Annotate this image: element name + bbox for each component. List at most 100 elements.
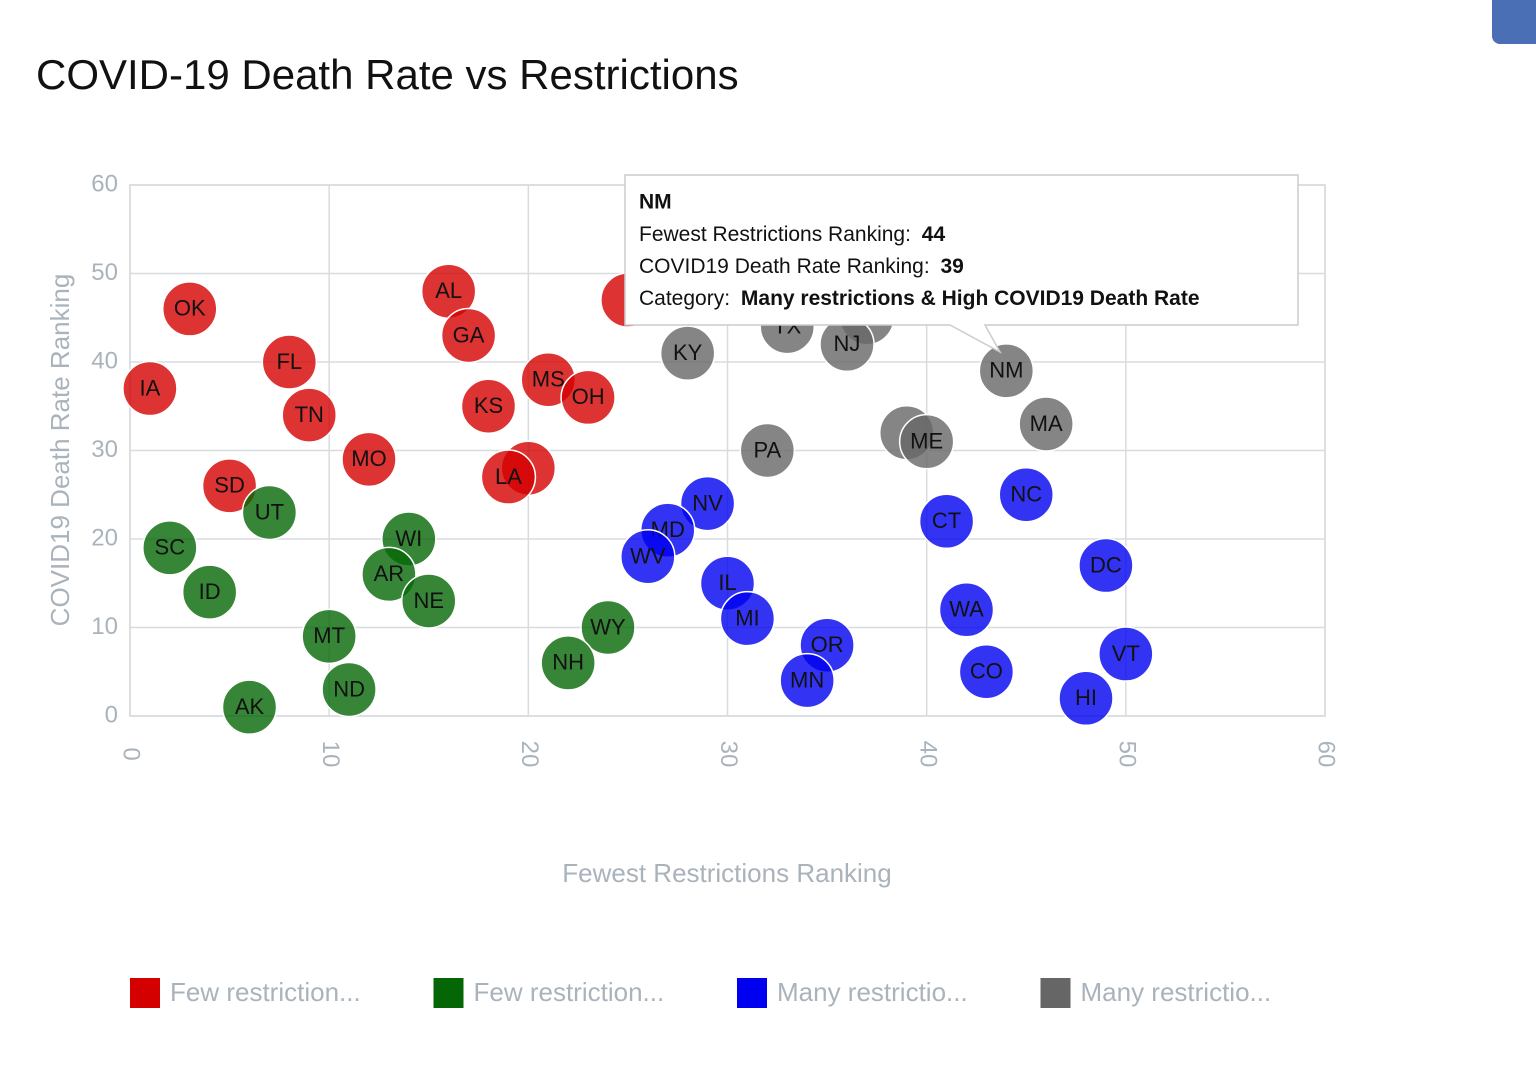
point-label: MS (532, 367, 565, 392)
point-label: MI (735, 605, 759, 630)
point-label: OR (811, 632, 844, 657)
point-label: AR (374, 561, 405, 586)
point (659, 325, 716, 381)
point-label: MO (351, 446, 386, 471)
point-label: CT (932, 508, 961, 533)
legend-swatch (433, 978, 464, 1008)
chart-title: COVID-19 Death Rate vs Restrictions (36, 51, 739, 98)
point (1078, 537, 1134, 594)
x-tick-label: 60 (1313, 741, 1340, 768)
point-label: IL (718, 570, 736, 595)
point (620, 528, 676, 585)
point-label: TN (295, 402, 324, 427)
point-label: DC (1090, 552, 1122, 577)
point-label: MA (1030, 411, 1063, 436)
point (241, 484, 298, 541)
point-label: NM (989, 358, 1023, 383)
legend-label: Few restriction... (474, 977, 665, 1007)
y-tick-label: 50 (91, 259, 118, 286)
legend: Few restriction... Few restriction... Many… (130, 977, 1271, 1008)
point (560, 369, 616, 426)
point (918, 493, 975, 550)
point (201, 458, 258, 514)
y-tick-label: 30 (91, 436, 118, 463)
point-label: WI (395, 526, 422, 551)
point-label: HI (1075, 685, 1097, 710)
tooltip-title: NM (639, 191, 672, 214)
point-label: KY (673, 340, 703, 365)
point (221, 679, 278, 735)
point (341, 431, 397, 488)
legend-swatch (737, 978, 767, 1008)
point-label: ND (333, 676, 365, 701)
point-label: MN (790, 667, 824, 692)
point (361, 546, 417, 603)
point-label: WY (590, 614, 626, 639)
point (719, 590, 776, 647)
point-label: AK (235, 694, 265, 719)
legend-label: Many restrictio... (1081, 977, 1272, 1007)
legend-label: Few restriction... (170, 977, 361, 1007)
x-axis-label: Fewest Restrictions Ranking (562, 858, 891, 888)
corner-button[interactable] (1492, 0, 1536, 44)
y-tick-label: 0 (105, 701, 118, 728)
point-label: CO (970, 659, 1003, 684)
point-label: NJ (834, 331, 861, 356)
point (162, 281, 218, 337)
point-label: SD (214, 473, 245, 498)
point-label: PA (753, 437, 781, 462)
tooltip-key: Fewest Restrictions Ranking: (639, 223, 917, 246)
point (460, 378, 517, 434)
legend-swatch (1040, 978, 1071, 1008)
point-label: VT (1112, 641, 1140, 666)
point-label: GA (453, 322, 485, 347)
x-tick-label: 10 (317, 741, 344, 768)
point (480, 449, 537, 505)
point-label: LA (495, 464, 522, 489)
point-label: WA (949, 597, 984, 622)
point (281, 387, 337, 443)
point (301, 608, 357, 665)
tooltip-key: COVID19 Death Rate Ranking: (639, 255, 935, 278)
point-label: OK (174, 296, 206, 321)
y-axis-label: COVID19 Death Rate Ranking (45, 274, 75, 627)
y-tick-label: 20 (91, 524, 118, 551)
tooltip-key: Category: (639, 287, 736, 310)
point-label: KS (474, 393, 503, 418)
point-label: FL (276, 349, 302, 374)
tooltip: NM Fewest Restrictions Ranking: 44 COVID1… (624, 174, 1299, 354)
x-tick-label: 50 (1113, 741, 1140, 768)
point (181, 564, 238, 620)
point-label: OH (572, 384, 605, 409)
point-label: SC (155, 535, 186, 560)
y-tick-label: 40 (91, 347, 118, 374)
point-label: NE (413, 588, 444, 613)
tooltip-box (624, 174, 1299, 354)
x-tick-label: 20 (516, 741, 543, 768)
point (898, 413, 955, 470)
x-tick-label: 40 (914, 741, 941, 768)
point (998, 467, 1054, 523)
point-label: IA (140, 375, 161, 400)
point (440, 307, 497, 364)
tooltip-line: Fewest Restrictions Ranking: 44 (639, 223, 945, 246)
point (401, 573, 457, 629)
point-label: ME (910, 428, 943, 453)
point-label: WV (630, 544, 666, 569)
tooltip-line: COVID19 Death Rate Ranking: 39 (639, 255, 964, 278)
point (779, 652, 835, 709)
point (1098, 626, 1154, 682)
point (321, 661, 377, 718)
x-tick-label: 30 (715, 741, 742, 768)
tooltip-value: 39 (940, 255, 963, 278)
point-label: NC (1010, 482, 1042, 507)
point (540, 635, 596, 691)
point-label: NV (692, 490, 723, 515)
tooltip-value: 44 (922, 223, 946, 246)
point (679, 475, 736, 532)
point-label: MT (313, 623, 345, 648)
point-label: AL (435, 278, 462, 303)
point (261, 334, 318, 390)
